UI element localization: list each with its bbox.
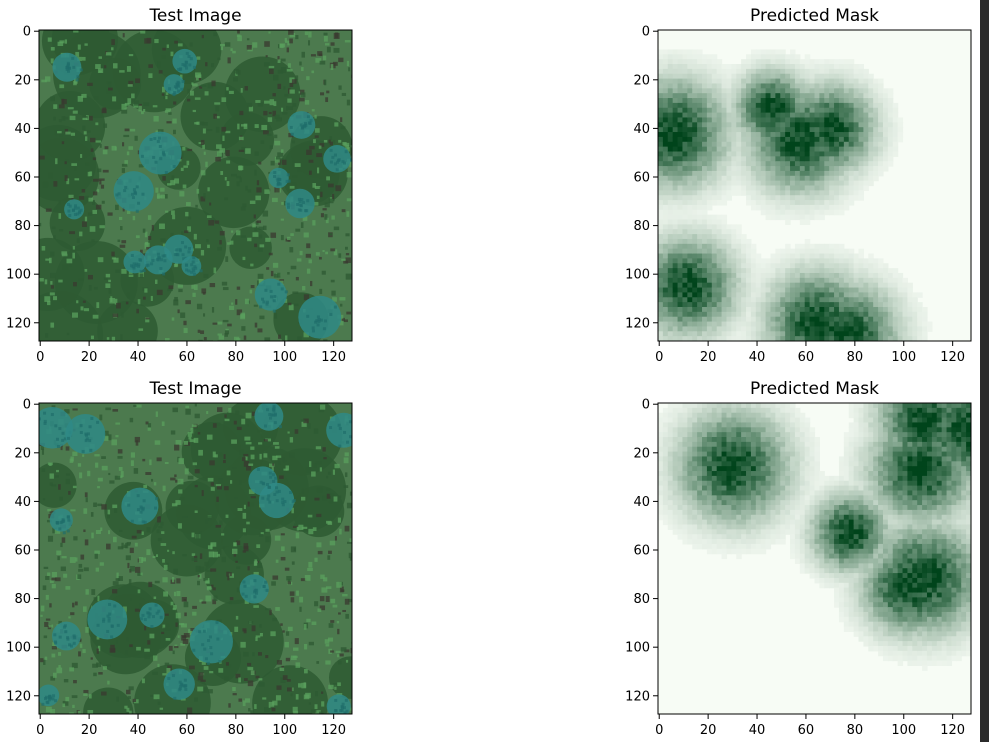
y-tick-label: 80: [633, 592, 650, 607]
y-tick-label: 0: [23, 25, 31, 40]
y-tick-label: 60: [633, 543, 650, 558]
x-tick-label: 20: [81, 350, 98, 365]
x-tick-label: 0: [655, 350, 663, 365]
x-tick-label: 80: [228, 350, 245, 365]
y-tick-label: 100: [625, 641, 650, 656]
x-tick-label: 120: [321, 723, 346, 738]
x-tick-label: 0: [36, 350, 44, 365]
y-tick-label: 40: [633, 122, 650, 137]
x-tick-label: 0: [36, 723, 44, 738]
axes-frame: [38, 29, 353, 342]
x-tick-label: 60: [179, 723, 196, 738]
y-tick-label: 0: [642, 398, 650, 413]
y-tick-label: 80: [633, 219, 650, 234]
x-tick-label: 60: [798, 350, 815, 365]
x-tick-label: 100: [891, 723, 916, 738]
y-tick-label: 120: [625, 689, 650, 704]
x-tick-label: 40: [130, 723, 147, 738]
x-tick-label: 20: [700, 723, 717, 738]
subplot-title: Predicted Mask: [750, 6, 879, 26]
axes-frame: [657, 402, 972, 715]
y-tick-label: 100: [625, 268, 650, 283]
x-tick-label: 40: [749, 723, 766, 738]
x-tick-label: 100: [272, 350, 297, 365]
subplot-2: Predicted Mask 0 20 40 60 80 100 120 0 20 40 60 80 10…: [625, 6, 972, 365]
aerial-image: [39, 30, 352, 341]
x-tick-label: 40: [130, 350, 147, 365]
subplot-1: Test Image 0 20 40 60 80 100 120 0 20 40 60 80 100 120: [6, 6, 353, 365]
x-tick-label: 120: [321, 350, 346, 365]
mask-heatmap: [658, 403, 971, 714]
y-tick-label: 0: [642, 25, 650, 40]
y-tick-label: 40: [633, 495, 650, 510]
subplot-title: Test Image: [148, 379, 241, 399]
x-tick-label: 60: [179, 350, 196, 365]
x-tick-label: 80: [228, 723, 245, 738]
y-tick-label: 120: [625, 316, 650, 331]
x-tick-label: 80: [847, 723, 864, 738]
x-tick-label: 0: [655, 723, 663, 738]
x-tick-label: 40: [749, 350, 766, 365]
window-edge-scrollbar[interactable]: [980, 0, 989, 742]
axes-frame: [38, 402, 353, 715]
x-tick-label: 100: [272, 723, 297, 738]
subplot-4: Predicted Mask 0 20 40 60 80 100 120 0 20 40 60 80 10…: [625, 379, 972, 738]
y-tick-label: 60: [14, 170, 31, 185]
y-tick-label: 100: [6, 268, 31, 283]
aerial-image: [39, 403, 352, 714]
y-tick-label: 40: [14, 495, 31, 510]
y-tick-label: 100: [6, 641, 31, 656]
x-tick-label: 120: [940, 350, 965, 365]
x-tick-label: 20: [81, 723, 98, 738]
x-tick-label: 60: [798, 723, 815, 738]
subplot-title: Test Image: [148, 6, 241, 26]
y-tick-label: 120: [6, 316, 31, 331]
subplot-title: Predicted Mask: [750, 379, 879, 399]
y-tick-label: 20: [14, 73, 31, 88]
x-tick-label: 20: [700, 350, 717, 365]
subplot-3: Test Image 0 20 40 60 80 100 120 0 20 40 60 80 100 120: [6, 379, 353, 738]
y-tick-label: 60: [14, 543, 31, 558]
x-tick-label: 100: [891, 350, 916, 365]
y-tick-label: 120: [6, 689, 31, 704]
axes-frame: [657, 29, 972, 342]
x-tick-label: 80: [847, 350, 864, 365]
y-tick-label: 40: [14, 122, 31, 137]
y-tick-label: 20: [633, 73, 650, 88]
y-tick-label: 60: [633, 170, 650, 185]
y-tick-label: 80: [14, 592, 31, 607]
y-tick-label: 20: [633, 446, 650, 461]
mask-heatmap: [658, 30, 971, 341]
y-tick-label: 0: [23, 398, 31, 413]
x-tick-label: 120: [940, 723, 965, 738]
y-tick-label: 20: [14, 446, 31, 461]
y-tick-label: 80: [14, 219, 31, 234]
